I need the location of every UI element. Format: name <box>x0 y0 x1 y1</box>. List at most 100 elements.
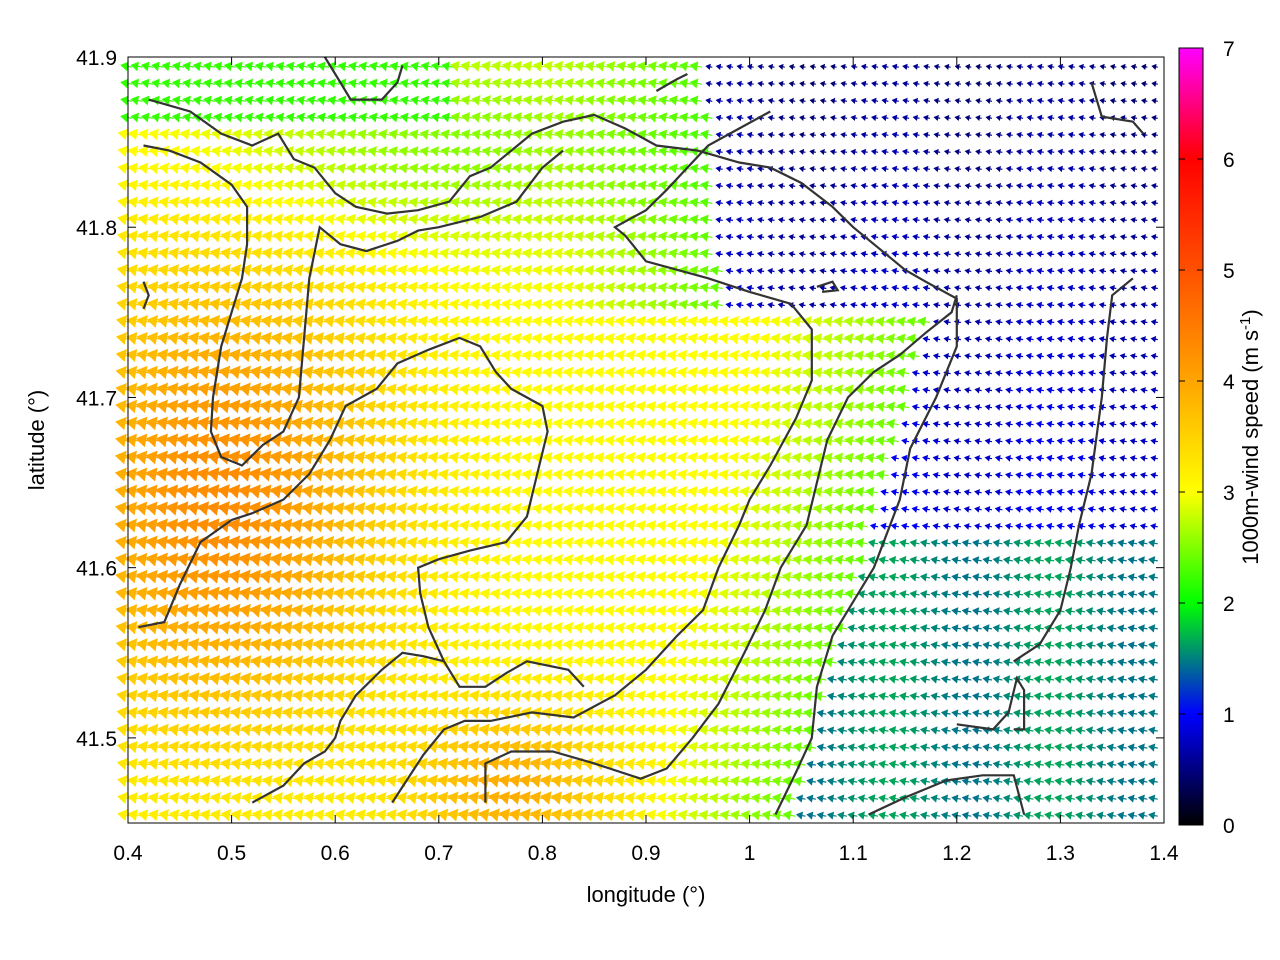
wind-arrow <box>778 148 785 155</box>
wind-arrow <box>594 451 609 464</box>
wind-arrow <box>1129 353 1138 360</box>
wind-arrow <box>756 284 765 292</box>
wind-arrow <box>325 146 340 157</box>
wind-arrow <box>984 472 993 479</box>
wind-arrow <box>563 400 578 413</box>
wind-arrow <box>646 588 661 600</box>
wind-arrow <box>614 349 630 362</box>
wind-arrow <box>459 451 475 464</box>
wind-arrow <box>1088 369 1096 377</box>
wind-arrow <box>459 639 475 651</box>
wind-arrow <box>964 182 972 190</box>
wind-arrow <box>1120 182 1127 190</box>
wind-arrow <box>564 129 578 140</box>
wind-arrow <box>396 332 413 345</box>
wind-arrow <box>865 418 879 429</box>
wind-arrow <box>1054 555 1065 565</box>
wind-arrow <box>886 401 899 412</box>
wind-arrow <box>736 148 744 156</box>
wind-arrow <box>564 146 578 157</box>
wind-arrow <box>605 78 620 89</box>
wind-arrow <box>335 213 350 226</box>
wind-arrow <box>878 555 889 565</box>
wind-arrow <box>1023 726 1034 735</box>
wind-arrow <box>771 554 785 566</box>
wind-arrow <box>1006 63 1013 70</box>
wind-arrow <box>1099 63 1107 70</box>
wind-arrow <box>450 112 464 123</box>
wind-arrow <box>940 607 951 616</box>
wind-arrow <box>992 641 1003 650</box>
wind-arrow <box>1067 233 1076 241</box>
wind-arrow <box>963 506 972 513</box>
wind-arrow <box>522 197 537 208</box>
wind-arrow <box>1140 404 1148 411</box>
wind-arrow <box>521 400 537 413</box>
wind-arrow <box>679 78 692 89</box>
y-tick-label: 41.7 <box>76 387 117 410</box>
wind-arrow <box>1005 165 1013 173</box>
wind-arrow <box>1075 556 1086 565</box>
wind-arrow <box>1044 538 1055 548</box>
wind-arrow <box>932 403 941 411</box>
wind-arrow <box>563 434 578 447</box>
y-tick-label: 41.5 <box>76 728 117 751</box>
wind-arrow <box>480 281 495 294</box>
wind-arrow <box>1002 794 1013 803</box>
wind-arrow <box>594 656 609 668</box>
wind-arrow <box>606 129 620 140</box>
wind-arrow <box>739 349 754 362</box>
wind-arrow <box>1139 438 1148 445</box>
wind-arrow <box>583 520 599 532</box>
wind-arrow <box>646 332 661 345</box>
wind-arrow <box>647 248 661 259</box>
wind-arrow <box>615 248 630 259</box>
wind-arrow <box>345 213 361 226</box>
wind-arrow <box>750 741 765 753</box>
wind-arrow <box>750 724 765 736</box>
wind-arrow <box>532 485 547 498</box>
wind-arrow <box>735 250 744 258</box>
wind-arrow <box>813 520 827 532</box>
wind-arrow <box>870 199 879 207</box>
wind-arrow <box>867 573 879 582</box>
wind-arrow <box>458 672 475 685</box>
wind-arrow <box>148 213 164 226</box>
wind-arrow <box>1067 250 1076 258</box>
wind-arrow <box>697 366 713 379</box>
wind-arrow <box>283 196 299 209</box>
wind-arrow <box>1096 794 1107 803</box>
wind-arrow <box>377 163 392 174</box>
wind-arrow <box>890 454 899 462</box>
wind-arrow <box>985 63 993 71</box>
x-tick-label: 1.3 <box>1046 842 1075 865</box>
wind-arrow <box>357 163 371 174</box>
wind-arrow <box>718 622 734 634</box>
wind-arrow <box>788 97 796 105</box>
wind-arrow <box>739 383 754 396</box>
wind-arrow <box>479 656 495 668</box>
wind-arrow <box>886 418 899 429</box>
wind-arrow <box>943 199 951 207</box>
wind-arrow <box>909 539 920 548</box>
wind-arrow <box>932 352 941 360</box>
wind-arrow <box>871 63 879 70</box>
wind-arrow <box>419 129 433 140</box>
wind-arrow <box>689 282 703 293</box>
wind-arrow <box>857 760 868 769</box>
wind-arrow <box>1127 556 1138 565</box>
wind-arrow <box>410 78 423 89</box>
wind-arrow <box>1064 743 1076 752</box>
wind-arrow <box>992 794 1003 803</box>
wind-arrow <box>552 383 568 396</box>
wind-arrow <box>521 383 537 396</box>
wind-arrow <box>573 400 589 413</box>
wind-arrow <box>666 486 682 498</box>
wind-arrow <box>1013 692 1024 701</box>
wind-arrow <box>1035 386 1044 394</box>
wind-arrow <box>1141 63 1148 71</box>
wind-arrow <box>1088 131 1096 138</box>
wind-arrow <box>543 129 558 140</box>
wind-arrow <box>930 590 941 599</box>
wind-arrow <box>725 182 734 190</box>
